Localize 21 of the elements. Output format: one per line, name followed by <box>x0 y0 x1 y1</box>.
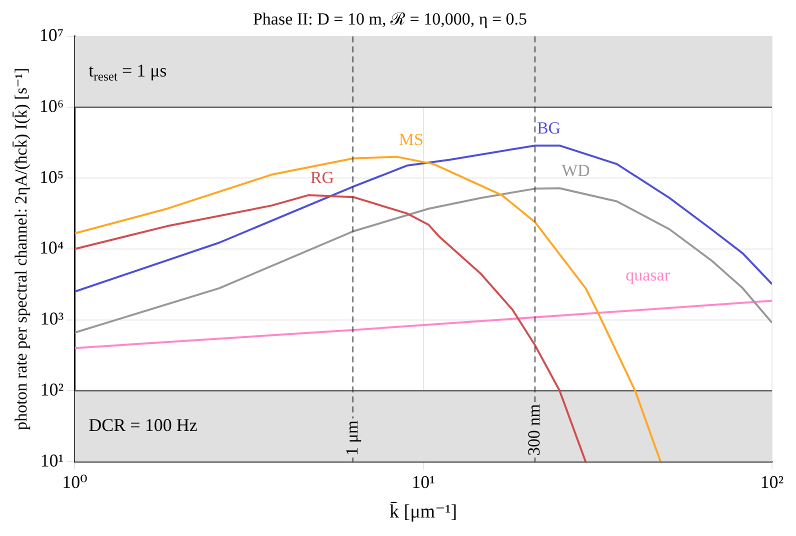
y-tick-label: 10⁷ <box>39 25 64 46</box>
series-label: quasar <box>626 266 670 285</box>
chart-title: Phase II: D = 10 m, ℛ = 10,000, η = 0.5 <box>252 10 528 29</box>
y-tick-label: 10³ <box>40 308 64 329</box>
series-label: MS <box>398 130 424 149</box>
series-label: RG <box>310 168 334 188</box>
y-tick-label: 10² <box>40 379 64 400</box>
y-tick-label: 10⁵ <box>39 166 64 187</box>
x-axis-title: k̄ [μm⁻¹] <box>390 501 458 523</box>
y-axis-title: photon rate per spectral channel: 2ηA/(ħck̄) I(k̄) [s⁻¹] <box>12 68 31 430</box>
series-label: BG <box>536 118 561 138</box>
x-tick-label: 10¹ <box>412 472 436 492</box>
band-label: DCR = 100 Hz <box>88 414 198 435</box>
y-tick-label: 10⁴ <box>39 238 64 258</box>
ref-line-label: 300 nm <box>524 404 544 456</box>
series-label: WD <box>562 161 590 180</box>
y-tick-label: 10⁶ <box>39 96 64 116</box>
x-tick-label: 10² <box>760 472 784 492</box>
y-tick-label: 10¹ <box>40 450 64 470</box>
ref-line-label: 1 μm <box>342 420 362 456</box>
x-tick-label: 10⁰ <box>62 472 88 492</box>
